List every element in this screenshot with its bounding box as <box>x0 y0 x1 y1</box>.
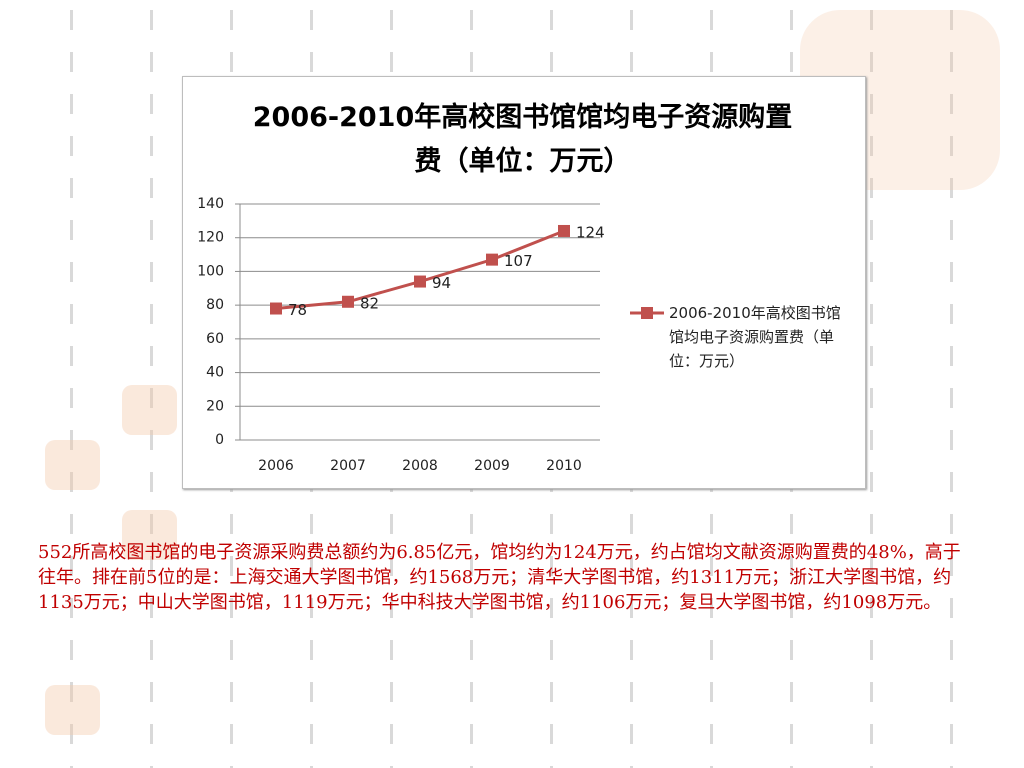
x-tick-label: 2010 <box>546 458 582 474</box>
legend-swatch-marker <box>641 307 653 319</box>
x-tick-label: 2008 <box>402 458 438 474</box>
point-marker <box>270 302 282 315</box>
chart-frame <box>182 76 866 489</box>
point-marker <box>414 275 426 288</box>
data-label: 78 <box>288 301 307 319</box>
y-tick-label: 20 <box>206 398 224 414</box>
y-tick-label: 80 <box>206 297 224 313</box>
point-marker <box>342 295 354 308</box>
point-marker <box>486 253 498 266</box>
data-label: 124 <box>576 223 605 241</box>
y-tick-label: 140 <box>197 196 224 212</box>
chart-title: 2006-2010年高校图书馆馆均电子资源购置费（单位：万元） <box>252 102 793 177</box>
x-tick-label: 2009 <box>474 458 510 474</box>
body-text: 552所高校图书馆的电子资源采购费总额约为6.85亿元，馆均约为124万元，约占… <box>38 542 961 613</box>
data-label: 94 <box>432 274 451 292</box>
data-label: 82 <box>360 294 379 312</box>
y-tick-label: 100 <box>197 263 224 279</box>
y-tick-label: 0 <box>215 432 224 448</box>
y-tick-label: 60 <box>206 331 224 347</box>
legend-label: 2006-2010年高校图书馆馆均电子资源购置费（单位：万元） <box>669 304 841 370</box>
data-label: 107 <box>504 252 533 270</box>
y-tick-label: 120 <box>197 230 224 246</box>
point-marker <box>558 224 570 237</box>
y-tick-label: 40 <box>206 365 224 381</box>
x-tick-label: 2007 <box>330 458 366 474</box>
x-tick-label: 2006 <box>258 458 294 474</box>
